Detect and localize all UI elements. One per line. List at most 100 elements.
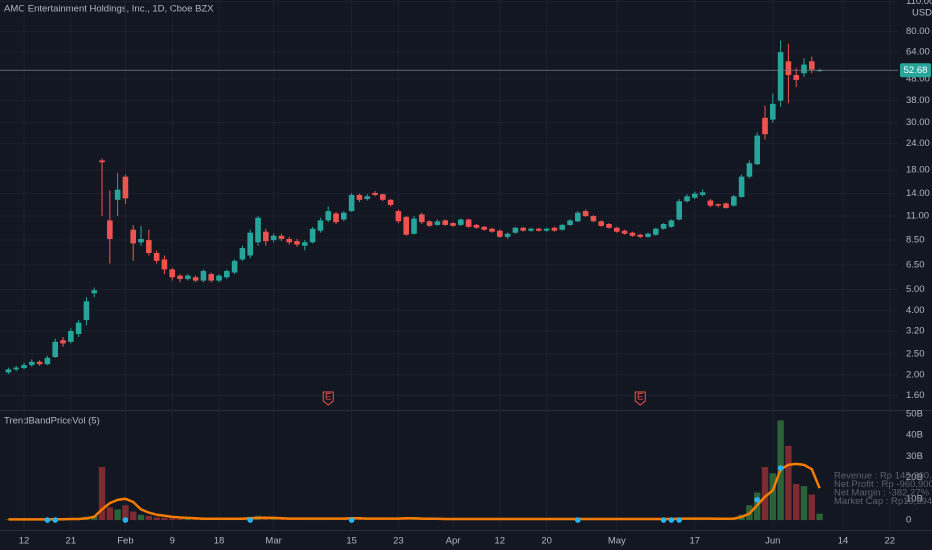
y-tick-label: 64.00	[906, 47, 930, 58]
candle-body	[36, 361, 43, 365]
signal-dot	[668, 517, 675, 523]
x-tick-label: 18	[214, 536, 225, 547]
candle-body	[738, 176, 745, 197]
candle-body	[153, 252, 160, 261]
volume-bar	[169, 518, 176, 521]
candle-body	[473, 224, 480, 228]
y-tick-label: 4.00	[906, 305, 925, 316]
y2-tick-label: 0	[906, 515, 911, 526]
volume-bar	[161, 517, 168, 521]
candle-body	[302, 242, 308, 246]
last-price-box	[900, 63, 931, 78]
candle-body	[239, 248, 246, 260]
candle-body	[770, 103, 776, 120]
candle-body	[809, 61, 815, 70]
trend-line	[8, 462, 821, 521]
candle-body	[520, 227, 527, 231]
candle-body	[458, 219, 464, 225]
x-tick-label: 14	[838, 536, 849, 547]
x-tick-label: 20	[541, 536, 552, 547]
volume-bar	[793, 483, 800, 521]
candle-body	[653, 228, 659, 235]
candle-body	[52, 341, 59, 358]
volume-bar	[769, 473, 777, 521]
x-tick-label: 23	[393, 536, 404, 547]
candle-body	[434, 221, 441, 225]
candle-body	[5, 369, 12, 373]
signal-dot	[676, 517, 683, 523]
indicator-title: TrendBandPriceVol (5)	[4, 416, 100, 427]
candle-body	[60, 340, 66, 344]
candle-body	[200, 270, 207, 281]
x-tick-label: 12	[495, 536, 506, 547]
candle-body	[512, 227, 519, 233]
candle-body	[637, 234, 644, 237]
candle-body	[668, 220, 675, 227]
earnings-label: E	[325, 392, 331, 403]
candle-body	[731, 196, 737, 206]
y-tick-label: 110.00	[906, 0, 932, 7]
candle-body	[356, 194, 363, 200]
candle-body	[255, 217, 261, 243]
volume-bar	[176, 518, 184, 521]
y2-tick-label: 20B	[906, 472, 923, 483]
volume-bar	[808, 494, 816, 521]
candle-body	[75, 322, 82, 334]
candle-body	[590, 216, 597, 222]
x-tick-label: 12	[19, 536, 30, 547]
earnings-label: E	[637, 392, 643, 403]
candle-body	[286, 238, 293, 243]
candle-body	[403, 216, 410, 235]
candle-body	[21, 365, 27, 369]
y-tick-label: 11.00	[906, 211, 929, 222]
signal-dot	[122, 517, 129, 523]
candle-body	[278, 235, 285, 239]
x-tick-label: Jun	[765, 536, 780, 547]
volume-bar	[98, 467, 106, 521]
candle-body	[387, 199, 394, 205]
candle-body	[29, 361, 35, 366]
candle-body	[692, 193, 698, 198]
volume-bar	[137, 514, 145, 521]
earnings-marker	[634, 391, 646, 406]
candle-body	[785, 61, 792, 76]
candle-body	[146, 240, 152, 253]
candle-body	[13, 367, 20, 370]
y-tick-label: 18.00	[906, 165, 930, 176]
candle-body	[309, 228, 316, 243]
signal-dot	[44, 517, 51, 523]
candle-body	[606, 224, 612, 228]
volume-bar	[761, 467, 769, 521]
candle-body	[543, 228, 550, 231]
candle-body	[169, 269, 176, 278]
y-tick-label: 2.00	[906, 369, 925, 380]
earnings-marker	[322, 391, 334, 406]
candle-body	[107, 220, 113, 239]
candle-body	[801, 64, 807, 74]
signal-dot	[777, 465, 784, 471]
candle-body	[723, 203, 729, 208]
candle-body	[216, 275, 222, 281]
volume-bar	[800, 486, 808, 521]
candle-body	[333, 213, 339, 223]
x-tick-label: 17	[690, 536, 701, 547]
candle-body	[645, 233, 651, 237]
candle-body	[122, 176, 129, 199]
candle-body	[44, 357, 51, 365]
candle-body	[426, 221, 433, 226]
candle-body	[263, 231, 269, 242]
candle-body	[247, 232, 254, 256]
candle-body	[224, 270, 230, 278]
candle-body	[676, 201, 683, 220]
candle-body	[317, 220, 324, 231]
candle-body	[614, 227, 620, 232]
signal-dot	[754, 497, 761, 503]
candle-body	[528, 228, 534, 231]
candle-body	[380, 194, 386, 200]
y-tick-label: 1.60	[906, 390, 925, 401]
candle-body	[442, 220, 449, 225]
volume-bar	[785, 445, 792, 521]
